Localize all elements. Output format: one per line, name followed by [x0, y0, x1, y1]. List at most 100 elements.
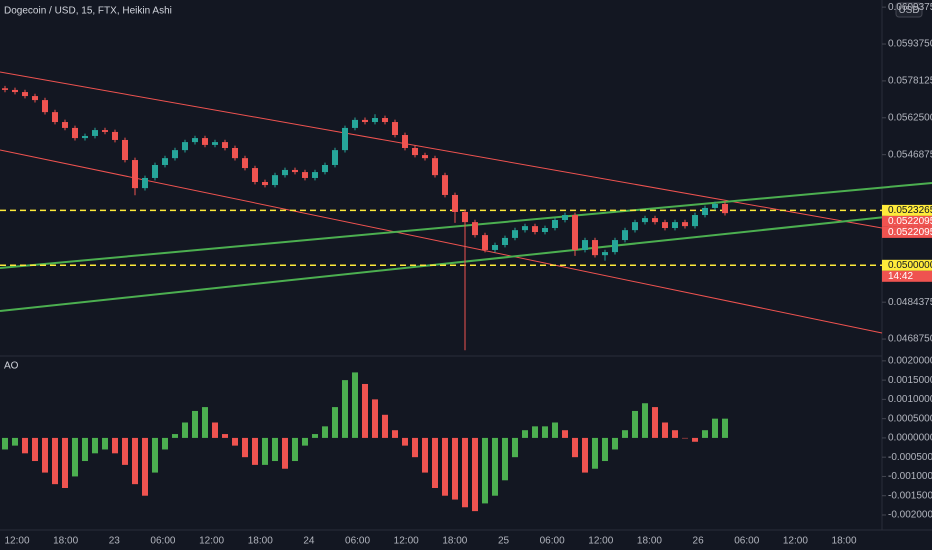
- ao-bar: [712, 418, 718, 438]
- price-label-box: [882, 204, 932, 216]
- ao-bar: [632, 410, 638, 438]
- candle-body: [492, 245, 498, 250]
- ao-bar: [292, 437, 298, 462]
- price-label: 0.0522095: [888, 216, 932, 227]
- ao-bar: [442, 437, 448, 496]
- candle-body: [122, 139, 128, 161]
- ao-bar: [282, 437, 288, 469]
- ao-bar: [272, 437, 278, 462]
- ao-bar: [432, 437, 438, 489]
- ao-bar: [572, 437, 578, 458]
- ao-bar: [692, 437, 698, 442]
- price-label: 0.0522095: [888, 227, 932, 238]
- ao-bar: [342, 380, 348, 438]
- x-tick-label: 25: [498, 536, 510, 547]
- ao-bar: [592, 437, 598, 469]
- ao-bar: [472, 437, 478, 512]
- candle-body: [402, 135, 408, 148]
- y-tick-label: 0.0546875: [888, 149, 932, 160]
- candle-body: [362, 119, 368, 123]
- candle-body: [602, 252, 608, 256]
- candle-body: [502, 237, 508, 246]
- y-tick-label: 0.0593750: [888, 39, 932, 50]
- y-tick-label: 0.0578125: [888, 76, 932, 87]
- ao-bar: [522, 430, 528, 438]
- ao-y-tick-label: 0.0015000: [888, 375, 932, 386]
- ao-bar: [352, 372, 358, 438]
- candle-body: [302, 172, 308, 178]
- candle-body: [412, 147, 418, 156]
- ao-bar: [42, 437, 48, 473]
- trend-lines: [0, 71, 932, 334]
- x-tick-label: 12:00: [199, 536, 224, 547]
- candle-body: [352, 119, 358, 128]
- price-label-box: [882, 259, 932, 271]
- ao-bar: [492, 437, 498, 496]
- ao-bar: [722, 418, 728, 438]
- ao-bar: [552, 422, 558, 438]
- candle-body: [382, 118, 388, 123]
- price-label-box: [882, 215, 932, 227]
- ao-bar: [192, 410, 198, 438]
- candle-body: [462, 211, 468, 223]
- ao-bar: [22, 437, 28, 454]
- candle-body: [22, 92, 28, 97]
- candle-body: [432, 158, 438, 176]
- ao-bar: [12, 437, 18, 446]
- support-upper: [0, 182, 932, 269]
- currency-label: USD: [898, 5, 919, 16]
- ao-bar: [162, 437, 168, 450]
- ao-bar: [202, 407, 208, 438]
- candle-body: [92, 130, 98, 136]
- ao-y-tick-label: 0.0000000: [888, 433, 932, 444]
- ao-bar: [92, 437, 98, 454]
- candle-body: [692, 215, 698, 227]
- ao-bar: [242, 437, 248, 458]
- ao-bar: [72, 437, 78, 477]
- x-tick-label: 12:00: [783, 536, 808, 547]
- ao-y-tick-label: 0.0020000: [888, 355, 932, 366]
- candle-body: [182, 142, 188, 151]
- x-tick-label: 12:00: [588, 536, 613, 547]
- ao-bar: [672, 430, 678, 438]
- candle-body: [472, 222, 478, 236]
- candle-body: [152, 164, 158, 178]
- ao-bar: [482, 437, 488, 504]
- candle-body: [682, 222, 688, 227]
- x-tick-label: 12:00: [4, 536, 29, 547]
- x-tick-label: 18:00: [637, 536, 662, 547]
- y-tick-label: 0.0609375: [888, 2, 932, 13]
- currency-badge[interactable]: [895, 2, 923, 18]
- ao-y-tick-label: 0.0005000: [888, 413, 932, 424]
- candle-body: [312, 172, 318, 178]
- price-label-box: [882, 226, 932, 238]
- x-tick-label: 18:00: [248, 536, 273, 547]
- candle-body: [212, 142, 218, 145]
- candle-body: [572, 215, 578, 250]
- candle-body: [672, 222, 678, 229]
- ao-bar: [252, 437, 258, 465]
- ao-bar: [362, 383, 368, 438]
- candle-body: [272, 175, 278, 186]
- ao-bar: [152, 437, 158, 473]
- y-tick-label: 0.0562500: [888, 112, 932, 123]
- candle-body: [162, 158, 168, 165]
- ao-bar: [302, 437, 308, 446]
- candle-body: [392, 122, 398, 136]
- candle-body: [622, 230, 628, 241]
- candle-body: [62, 122, 68, 128]
- candle-body: [562, 215, 568, 220]
- candle-body: [142, 177, 148, 189]
- ao-bar: [612, 437, 618, 450]
- ao-bar: [322, 426, 328, 438]
- support-lower: [0, 211, 932, 312]
- ao-bar: [112, 437, 118, 454]
- ao-bar: [582, 437, 588, 473]
- x-tick-label: 12:00: [394, 536, 419, 547]
- ao-bar: [662, 422, 668, 438]
- candle-body: [322, 164, 328, 173]
- x-tick-label: 24: [303, 536, 315, 547]
- chart-title: Dogecoin / USD, 15, FTX, Heikin Ashi: [4, 6, 172, 17]
